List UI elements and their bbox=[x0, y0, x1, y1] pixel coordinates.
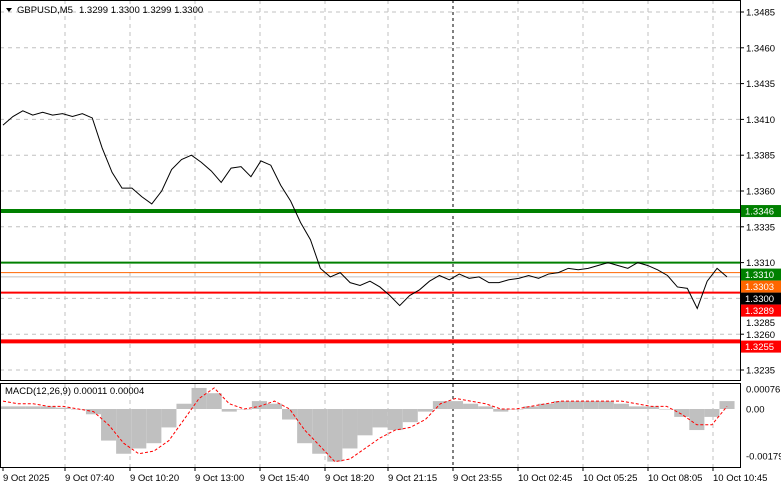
x-tick-label: 9 Oct 18:20 bbox=[325, 473, 374, 484]
macd-histogram-bar bbox=[342, 409, 358, 449]
macd-histogram-bar bbox=[508, 409, 524, 410]
x-tick-label: 9 Oct 23:55 bbox=[453, 473, 502, 484]
y-tick-label: 1.3285 bbox=[746, 318, 775, 329]
macd-histogram-bar bbox=[327, 409, 343, 462]
level-label-bg bbox=[741, 304, 781, 317]
macd-histogram-bar bbox=[463, 403, 479, 409]
macd-histogram-bar bbox=[206, 393, 222, 409]
macd-histogram-bar bbox=[251, 401, 267, 409]
macd-signal-line bbox=[2, 387, 728, 463]
level-label: 1.3255 bbox=[745, 342, 774, 353]
level-label-bg bbox=[741, 280, 781, 293]
level-label-bg bbox=[741, 268, 781, 281]
macd-histogram-bar bbox=[282, 409, 298, 420]
macd-histogram-bar bbox=[493, 409, 509, 412]
macd-histogram-bar bbox=[417, 409, 433, 412]
macd-histogram-bar bbox=[704, 409, 720, 417]
macd-histogram-bar bbox=[719, 401, 735, 409]
macd-frame bbox=[0, 383, 741, 468]
macd-panel bbox=[0, 387, 735, 463]
y-tick-label: 1.3435 bbox=[746, 79, 775, 90]
macd-histogram-bar bbox=[25, 406, 41, 409]
macd-y-tick-label: -0.00179 bbox=[746, 452, 781, 463]
level-label-bg bbox=[741, 292, 781, 305]
x-tick-label: 10 Oct 05:25 bbox=[583, 473, 637, 484]
y-tick-label: 1.3460 bbox=[746, 43, 775, 54]
x-tick-label: 9 Oct 21:15 bbox=[388, 473, 437, 484]
macd-histogram-bar bbox=[583, 401, 599, 409]
level-label: 1.3310 bbox=[745, 270, 774, 281]
price-series bbox=[2, 110, 728, 310]
macd-histogram-bar bbox=[689, 409, 705, 431]
macd-histogram-bar bbox=[161, 409, 177, 428]
ohlc-values: 1.3299 1.3300 1.3299 1.3300 bbox=[79, 5, 203, 16]
level-label-bg bbox=[741, 205, 781, 218]
macd-histogram-bar bbox=[523, 406, 539, 409]
macd-histogram-bar bbox=[221, 409, 237, 412]
level-label: 1.3303 bbox=[745, 282, 774, 293]
macd-histogram-bar bbox=[40, 406, 56, 409]
x-tick-label: 10 Oct 08:05 bbox=[648, 473, 702, 484]
macd-histogram-bar bbox=[568, 401, 584, 409]
y-tick-label: 1.3235 bbox=[746, 366, 775, 377]
macd-histogram-bar bbox=[116, 409, 132, 454]
macd-histogram-bar bbox=[312, 409, 328, 454]
macd-histogram-bar bbox=[613, 403, 629, 409]
macd-histogram-bar bbox=[598, 401, 614, 409]
macd-histogram-bar bbox=[447, 401, 464, 409]
triangle-down-icon[interactable] bbox=[6, 8, 12, 12]
level-label: 1.3300 bbox=[745, 294, 774, 305]
x-tick-label: 9 Oct 13:00 bbox=[195, 473, 244, 484]
macd-y-tick-label: 0.00 bbox=[746, 405, 765, 416]
x-tick-label: 9 Oct 15:40 bbox=[260, 473, 309, 484]
level-label: 1.3289 bbox=[745, 306, 774, 317]
macd-title: MACD(12,26,9) 0.00011 0.00004 bbox=[5, 386, 144, 397]
x-tick-label: 9 Oct 2025 bbox=[3, 473, 49, 484]
macd-histogram-bar bbox=[387, 409, 403, 431]
y-tick-label: 1.3260 bbox=[746, 330, 775, 341]
symbol-label: GBPUSD,M5 bbox=[17, 5, 73, 16]
macd-histogram-bar bbox=[674, 409, 690, 417]
x-tick-label: 9 Oct 07:40 bbox=[65, 473, 114, 484]
horizontal-levels bbox=[0, 209, 740, 344]
macd-histogram-bar bbox=[628, 406, 645, 409]
macd-histogram-bar bbox=[432, 401, 448, 409]
macd-histogram-bar bbox=[659, 409, 675, 410]
macd-histogram-bar bbox=[0, 406, 11, 409]
y-tick-label: 1.3360 bbox=[746, 187, 775, 198]
macd-histogram-bar bbox=[478, 406, 494, 409]
macd-y-tick-label: 0.00076 bbox=[746, 385, 780, 396]
macd-histogram-bar bbox=[402, 409, 418, 423]
y-tick-label: 1.3335 bbox=[746, 222, 775, 233]
level-label-bg bbox=[741, 340, 781, 353]
y-tick-label: 1.3410 bbox=[746, 115, 775, 126]
macd-histogram-bar bbox=[553, 401, 569, 409]
y-tick-label: 1.3310 bbox=[746, 258, 775, 269]
macd-histogram-bar bbox=[266, 403, 283, 409]
x-tick-label: 9 Oct 10:20 bbox=[130, 473, 179, 484]
x-tick-label: 10 Oct 02:45 bbox=[518, 473, 572, 484]
macd-histogram-bar bbox=[55, 407, 71, 409]
macd-histogram-bar bbox=[176, 403, 192, 409]
price-line bbox=[2, 110, 728, 310]
axes: 1.3485 1.3460 1.3435 1.3410 1.3385 1.3360 1.33… bbox=[2, 8, 781, 484]
macd-histogram-bar bbox=[372, 409, 388, 428]
y-tick-label: 1.3385 bbox=[746, 151, 775, 162]
macd-histogram-bar bbox=[297, 409, 313, 444]
macd-histogram-bar bbox=[10, 406, 26, 409]
macd-histogram-bar bbox=[357, 409, 373, 436]
x-tick-label: 10 Oct 10:45 bbox=[713, 473, 767, 484]
macd-histogram-bar bbox=[644, 406, 660, 409]
y-tick-label: 1.3485 bbox=[746, 8, 775, 19]
macd-histogram-bar bbox=[146, 409, 162, 444]
macd-histogram-bar bbox=[131, 409, 147, 449]
level-label: 1.3346 bbox=[745, 207, 774, 218]
macd-histogram-bar bbox=[538, 403, 554, 409]
